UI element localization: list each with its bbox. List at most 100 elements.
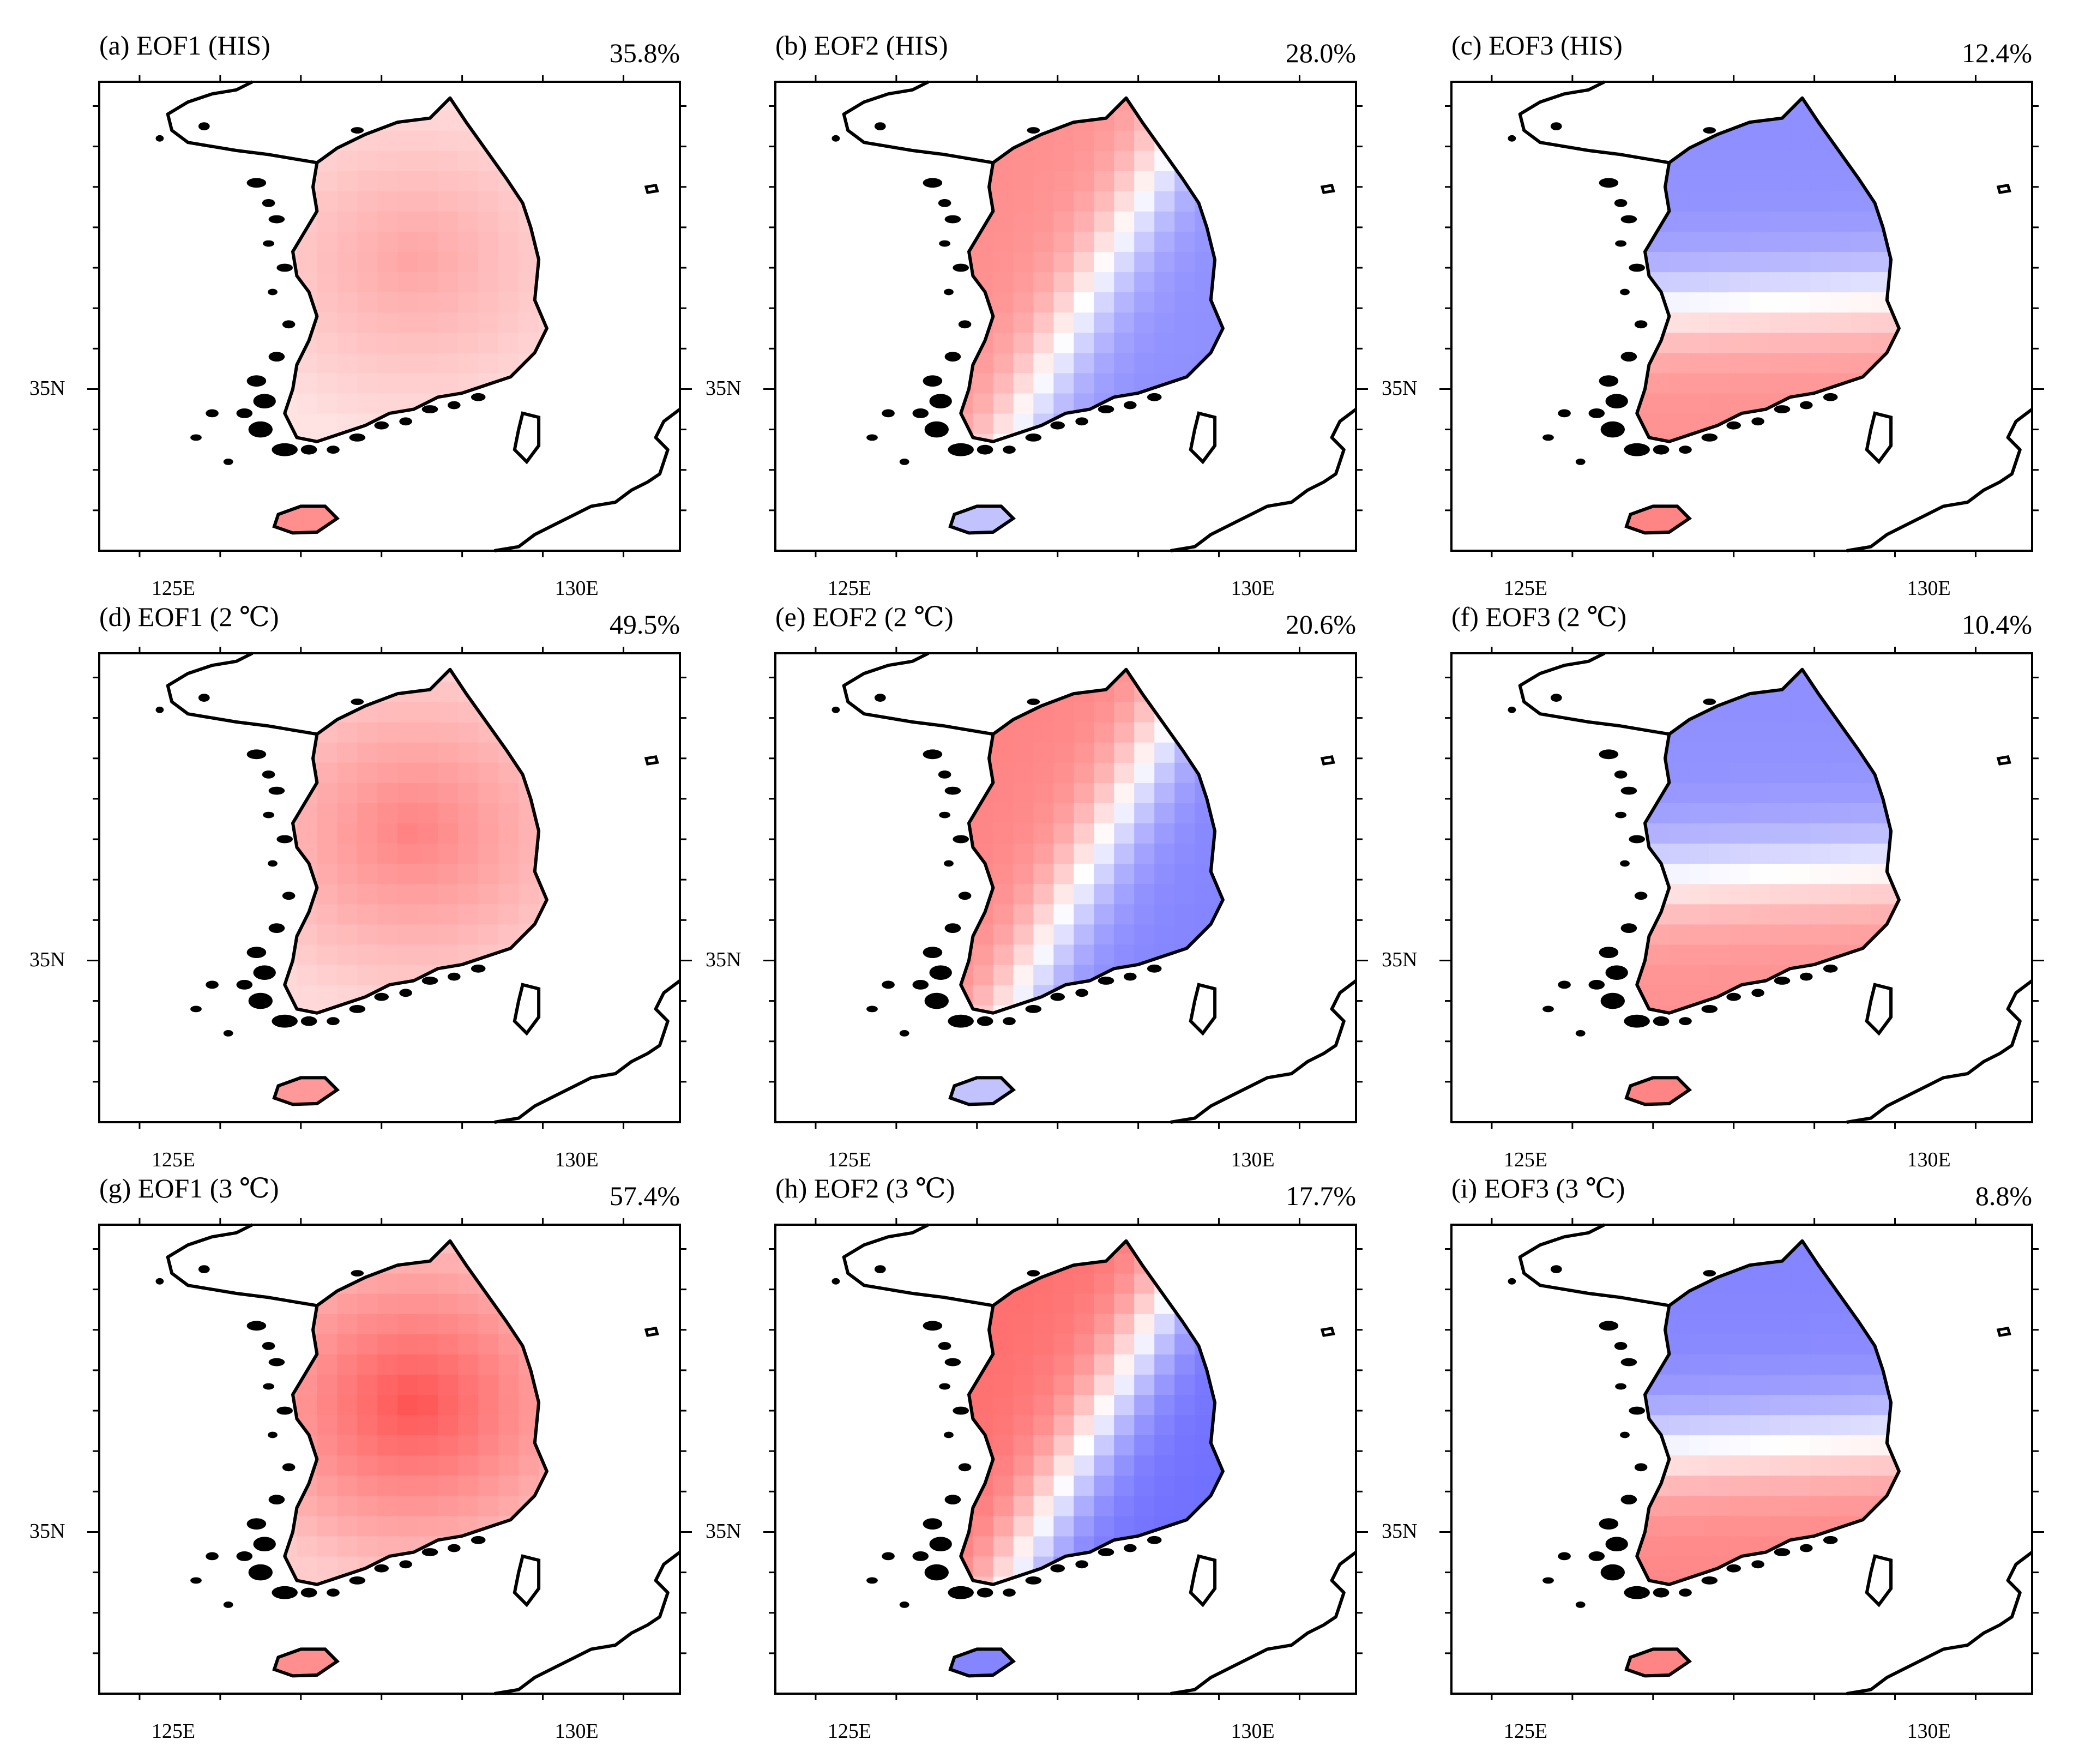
island: [155, 706, 164, 713]
grid-cell: [317, 292, 338, 313]
grid-cell: [285, 722, 297, 743]
grid-cell: [357, 292, 378, 313]
grid-cell: [285, 863, 297, 884]
grid-cell: [1235, 1435, 1256, 1456]
grid-cell: [397, 944, 418, 965]
grid-cell: [285, 762, 297, 783]
grid-cell: [1134, 191, 1155, 212]
tick-marks: [763, 647, 1368, 1129]
grid-cell: [1830, 130, 1851, 151]
grid-cell: [539, 782, 547, 803]
grid-cell: [1013, 251, 1034, 273]
island: [282, 320, 296, 329]
grid-cell: [539, 1354, 547, 1375]
grid-cell: [1053, 702, 1074, 723]
grid-cell: [1750, 762, 1770, 783]
grid-cell: [1094, 1374, 1114, 1395]
japan-coastline: [1846, 1551, 2033, 1695]
grid-cell: [539, 1394, 547, 1416]
grid-cell: [498, 904, 519, 925]
grid-cell: [418, 150, 438, 171]
grid-cell: [973, 110, 993, 131]
grid-cell: [418, 742, 438, 763]
grid-cell: [961, 191, 973, 212]
grid-cell: [297, 413, 317, 434]
island: [155, 1278, 164, 1285]
island: [938, 1342, 951, 1350]
grid-cell: [1114, 272, 1135, 293]
grid-cell: [1154, 1435, 1175, 1456]
grid-cell: [285, 669, 297, 682]
island: [944, 215, 961, 224]
grid-cell: [1770, 1495, 1791, 1516]
grid-cell: [1114, 130, 1135, 151]
grid-cell: [993, 332, 1014, 353]
grid-cell: [1074, 1334, 1094, 1354]
grid-cell: [317, 1495, 338, 1516]
island: [1027, 699, 1040, 705]
grid-cell: [1053, 669, 1074, 682]
grid-cell: [317, 98, 338, 111]
grid-cell: [1830, 904, 1851, 925]
grid-cell: [1114, 1556, 1135, 1577]
grid-cell: [993, 1475, 1014, 1496]
grid-cell: [1053, 883, 1074, 905]
grid-cell: [1911, 1556, 1932, 1577]
grid-cell: [1729, 251, 1750, 273]
island: [268, 923, 285, 933]
grid-cell: [478, 702, 499, 723]
tsushima-coastline: [1189, 411, 1217, 465]
grid-cell: [1830, 211, 1851, 232]
grid-cell: [1215, 823, 1223, 844]
grid-cell: [1033, 863, 1054, 884]
grid-cell: [1750, 1241, 1770, 1254]
grid-cell: [1637, 722, 1649, 743]
grid-cell: [317, 191, 338, 212]
island: [1620, 215, 1637, 224]
grid-cell: [357, 1314, 378, 1334]
grid-cell: [1729, 883, 1750, 905]
grid-cell: [498, 1556, 519, 1577]
island: [1575, 1030, 1586, 1037]
grid-cell: [1810, 924, 1831, 945]
grid-cell: [1013, 372, 1034, 394]
grid-cell: [1074, 1273, 1094, 1294]
grid-cell: [1911, 251, 1932, 272]
grid-cell: [1689, 272, 1710, 293]
island: [1774, 1548, 1791, 1556]
grid-cell: [498, 1414, 519, 1436]
grid-cell: [1729, 1374, 1750, 1395]
grid-cell: [559, 272, 580, 292]
grid-cell: [498, 393, 519, 414]
grid-cell: [1911, 353, 1932, 374]
island: [272, 443, 298, 456]
grid-cell: [397, 1495, 418, 1516]
grid-cell: [1891, 782, 1899, 803]
grid-cell: [1689, 669, 1710, 682]
grid-cell: [993, 352, 1014, 374]
grid-cell: [1195, 669, 1215, 682]
island: [1050, 992, 1065, 1001]
grid-cell: [559, 722, 580, 743]
grid-cell: [973, 964, 993, 985]
grid-cell: [438, 1556, 459, 1577]
island: [421, 405, 438, 413]
grid-cell: [1851, 823, 1871, 844]
grid-cell: [1094, 413, 1114, 434]
grid-cell: [285, 1414, 297, 1436]
grid-cell: [1649, 669, 1670, 682]
grid-cell: [1729, 904, 1750, 925]
map-plot: [763, 1218, 1368, 1700]
grid-cell: [1830, 762, 1851, 783]
island: [866, 1006, 878, 1013]
grid-cell: [1689, 1394, 1710, 1416]
grid-cell: [377, 1241, 398, 1254]
grid-cell: [1114, 413, 1135, 434]
north-coastline: [1518, 1223, 1670, 1308]
grid-cell: [317, 1414, 338, 1436]
grid-cell: [1810, 843, 1831, 864]
grid-cell: [1689, 1354, 1710, 1375]
grid-cell: [1033, 722, 1054, 743]
grid-cell: [397, 1394, 418, 1416]
grid-cell: [1911, 661, 1932, 682]
